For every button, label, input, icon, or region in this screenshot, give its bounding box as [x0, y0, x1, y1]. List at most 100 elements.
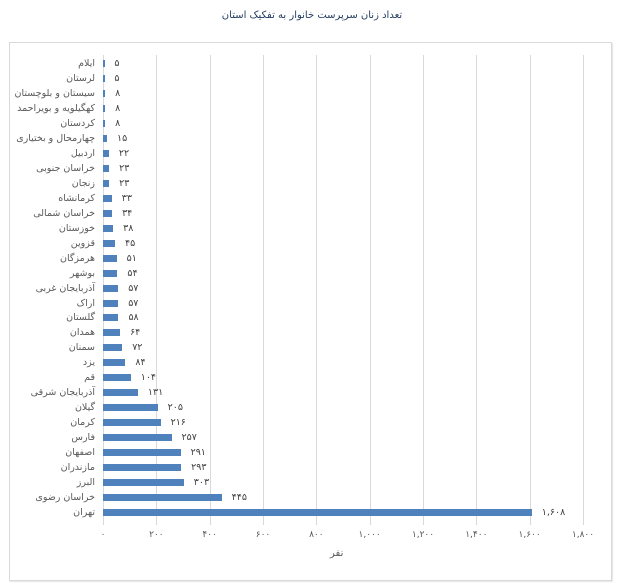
bar: [103, 60, 105, 67]
bar-row: هرمزگان ۵۱: [60, 251, 583, 266]
bar-row: گیلان ۲۰۵: [75, 400, 583, 415]
bar-row: اردبیل ۲۲: [71, 146, 583, 161]
x-axis-label: نفر: [330, 548, 344, 559]
bar-row: قم ۱۰۴: [84, 370, 583, 385]
category-label: قزوین: [70, 237, 95, 249]
value-label: ۷۲: [132, 342, 143, 354]
value-label: ۴۴۵: [231, 492, 247, 504]
bar: [103, 359, 126, 367]
value-label: ۲۱۶: [170, 417, 186, 429]
bar-row: مازندران ۲۹۳: [61, 460, 583, 475]
category-label: لرستان: [66, 72, 95, 84]
bar: [103, 239, 115, 247]
value-label: ۸: [115, 102, 121, 114]
gridline: [423, 55, 424, 525]
bar-row: زنجان ۲۳: [72, 176, 583, 191]
category-label: کرمان: [70, 417, 95, 429]
bar: [103, 344, 123, 352]
bar-row: خراسان شمالی ۳۴: [33, 206, 583, 221]
value-label: ۴۵: [125, 237, 136, 249]
category-label: فارس: [71, 432, 95, 444]
category-label: اردبیل: [70, 147, 95, 159]
category-label: البرز: [76, 477, 95, 489]
x-tick-label: ۱,۶۰۰: [518, 530, 541, 540]
x-tick-label: ۰: [100, 530, 106, 540]
category-label: چهارمحال و بختیاری: [16, 132, 95, 144]
value-label: ۵۷: [128, 282, 139, 294]
category-label: اراک: [76, 297, 95, 309]
bar: [103, 74, 105, 82]
chart-title: تعداد زنان سرپرست خانوار به تفکیک استان: [221, 10, 403, 21]
category-label: تهران: [73, 507, 95, 519]
x-tick-label: ۶۰۰: [255, 530, 271, 540]
value-label: ۲۲: [118, 147, 130, 159]
category-label: سیستان و بلوچستان: [14, 87, 95, 99]
value-label: ۱۵: [117, 132, 128, 144]
bar-row: فارس ۲۵۷: [71, 430, 583, 445]
bar: [103, 179, 110, 187]
bar-row: اراک ۵۷: [77, 296, 583, 311]
gridline: [209, 55, 211, 525]
bar-row: کهگیلویه و بویراحمد ۸: [17, 101, 583, 116]
category-label: ایلام: [78, 58, 95, 69]
bar-row: بوشهر ۵۴: [70, 266, 583, 281]
x-tick-label: ۱,۰۰۰: [358, 530, 381, 540]
gridline: [476, 55, 478, 525]
bar-row: خراسان رضوی ۴۴۵: [35, 490, 583, 505]
x-tick-label: ۴۰۰: [202, 530, 217, 540]
gridline: [583, 55, 584, 525]
category-label: زنجان: [71, 177, 95, 189]
category-label: خراسان جنوبی: [36, 162, 95, 174]
bar-row: کرمان ۲۱۶: [70, 415, 583, 430]
value-label: ۵: [114, 72, 120, 84]
value-label: ۱۳۱: [147, 387, 164, 399]
category-label: خراسان رضوی: [35, 492, 95, 504]
gridline: [263, 55, 264, 525]
value-label: ۵۷: [128, 297, 139, 309]
category-label: آذربایجان شرقی: [30, 387, 95, 399]
category-label: خراسان شمالی: [33, 207, 95, 219]
bar: [103, 104, 106, 112]
category-label: کردستان: [60, 117, 95, 129]
value-label: ۵۱: [126, 252, 137, 264]
bar: [103, 149, 109, 157]
gridline: [316, 55, 318, 525]
bar-row: سیستان و بلوچستان ۸: [15, 86, 583, 101]
x-tick-label: ۲۰۰: [149, 530, 164, 540]
bar: [103, 314, 119, 322]
value-label: ۸۴: [135, 357, 146, 369]
bar: [103, 494, 222, 502]
bar: [103, 329, 121, 337]
bar: [103, 464, 182, 472]
bar: [103, 299, 119, 307]
value-label: ۳۰۳: [193, 477, 210, 489]
value-label: ۱,۶۰۸: [541, 507, 566, 519]
bar-row: آذربایجان غربی ۵۷: [36, 281, 583, 296]
x-tick-label: ۱,۸۰۰: [571, 530, 595, 540]
bar: [103, 134, 107, 142]
plot-area: ایلام ۵ لرستان ۵ سیستان و بلوچستان ۸ کهگیلویه …: [15, 55, 584, 525]
category-label: گیلان: [74, 402, 95, 414]
bar-row: لرستان ۵: [66, 71, 583, 86]
value-label: ۵۸: [128, 312, 139, 324]
bar: [103, 119, 106, 127]
category-label: اصفهان: [65, 447, 95, 459]
bar: [103, 254, 117, 262]
bar-row: اصفهان ۲۹۱: [65, 445, 583, 460]
value-label: ۳۴: [122, 207, 133, 219]
value-label: ۲۳: [119, 162, 130, 174]
category-label: قم: [84, 372, 95, 384]
value-label: ۲۵۷: [181, 432, 197, 444]
bar-row: البرز ۳۰۳: [77, 475, 583, 490]
category-label: خوزستان: [58, 222, 95, 234]
bar: [103, 89, 106, 97]
bar-row: ایلام ۵: [78, 56, 583, 71]
bar-row: گلستان ۵۸: [66, 310, 583, 325]
bar: [103, 404, 158, 412]
value-label: ۳۸: [123, 222, 134, 234]
value-label: ۵: [114, 58, 120, 69]
category-label: سمنان: [68, 342, 95, 354]
bar-row: قزوین ۴۵: [71, 236, 583, 251]
bar: [103, 284, 119, 292]
gridline: [369, 55, 371, 525]
